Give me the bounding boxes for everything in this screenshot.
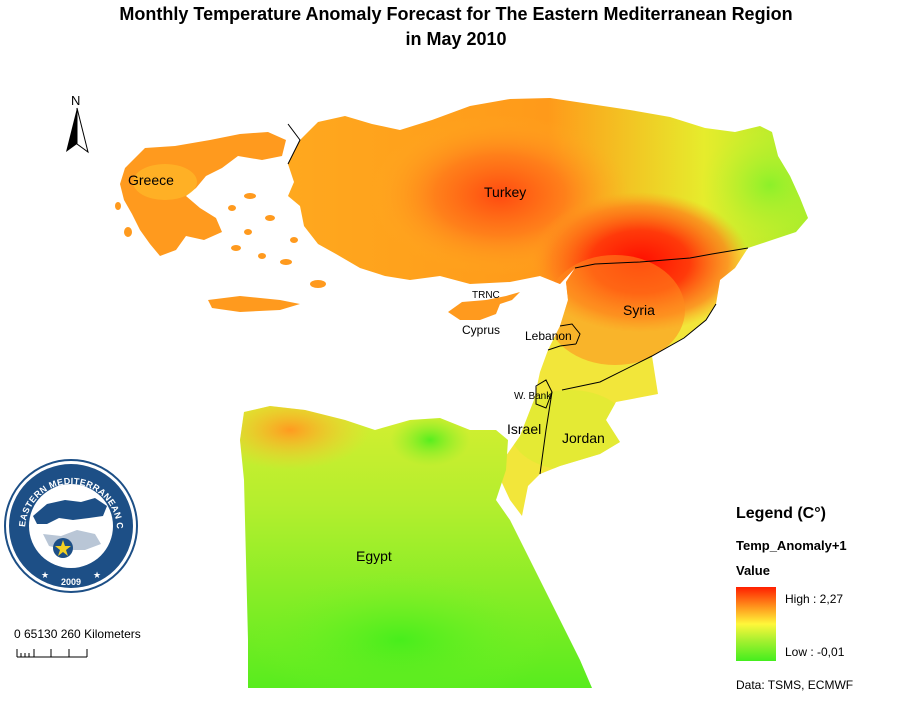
greece-warm-patch xyxy=(133,164,197,200)
label-w-bank: W. Bank xyxy=(514,391,552,402)
label-syria: Syria xyxy=(623,302,655,318)
country-borders xyxy=(287,123,749,475)
label-lebanon: Lebanon xyxy=(525,329,572,343)
scale-bar xyxy=(16,649,88,658)
legend-high: High : 2,27 xyxy=(785,592,844,606)
syria-iraq-jordan-border xyxy=(561,303,717,391)
legend-value-heading: Value xyxy=(736,563,770,578)
data-credit: Data: TSMS, ECMWF xyxy=(736,678,854,692)
lebanon-syria-border xyxy=(547,343,577,351)
map-title: Monthly Temperature Anomaly Forecast for… xyxy=(0,2,912,52)
cyprus-island xyxy=(448,292,520,320)
logo-star-right: ★ xyxy=(93,570,101,580)
label-greece: Greece xyxy=(128,172,174,188)
anomaly-field xyxy=(240,115,808,688)
legend-title: Legend (C°) xyxy=(736,505,826,522)
israel-jordan-border xyxy=(539,391,553,475)
label-jordan: Jordan xyxy=(562,430,605,446)
title-line-2: in May 2010 xyxy=(405,29,507,49)
emcc-logo: EASTERN MEDITERRANEAN CLIMATE CENTRE 200… xyxy=(3,458,138,593)
label-egypt: Egypt xyxy=(356,548,392,564)
north-letter: N xyxy=(71,93,81,108)
legend-low: Low : -0,01 xyxy=(785,645,845,659)
lebanon-border xyxy=(559,323,581,345)
legend-color-ramp xyxy=(736,587,776,661)
north-arrow-icon xyxy=(66,107,89,154)
turkey-syria-border xyxy=(574,247,749,269)
title-line-1: Monthly Temperature Anomaly Forecast for… xyxy=(119,4,793,24)
aegean-islands xyxy=(115,193,326,312)
logo-star-left: ★ xyxy=(41,570,49,580)
greece-turkey-border xyxy=(287,123,301,165)
w-bank-border xyxy=(535,379,553,409)
label-cyprus: Cyprus xyxy=(462,323,501,337)
label-trnc: TRNC xyxy=(472,290,500,301)
crete-island xyxy=(208,296,300,312)
logo-year: 2009 xyxy=(61,577,81,587)
greece-region xyxy=(120,132,286,256)
label-israel: Israel xyxy=(507,421,542,437)
legend-field: Temp_Anomaly+1 xyxy=(736,538,847,553)
label-turkey: Turkey xyxy=(484,184,527,200)
scale-text: 0 65130 260 Kilometers xyxy=(14,627,141,641)
